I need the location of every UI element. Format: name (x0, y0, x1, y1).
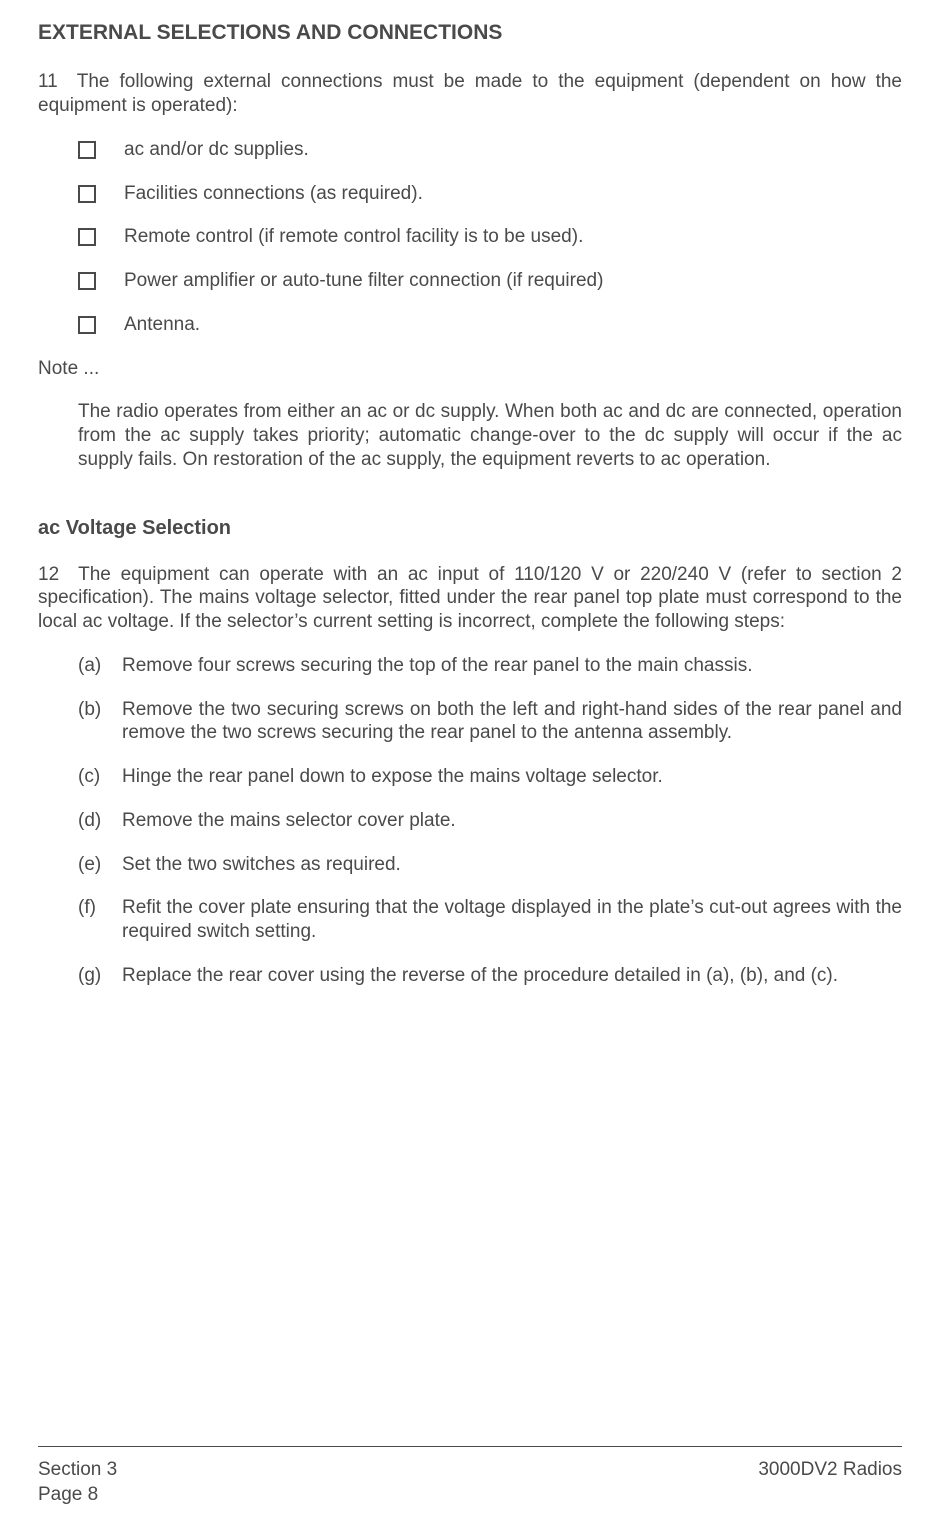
step-text: Set the two switches as required. (122, 853, 902, 877)
bullet-item: Facilities connections (as required). (38, 182, 902, 206)
checkbox-icon (78, 316, 96, 334)
footer-row: Section 3 Page 8 3000DV2 Radios (38, 1457, 902, 1508)
step-text: Remove four screws securing the top of t… (122, 654, 902, 678)
bullet-text: Remote control (if remote control facili… (124, 225, 583, 249)
footer-right: 3000DV2 Radios (758, 1457, 902, 1508)
bullet-text: Antenna. (124, 313, 200, 337)
page-footer: Section 3 Page 8 3000DV2 Radios (38, 1446, 902, 1508)
bullet-item: Antenna. (38, 313, 902, 337)
footer-left: Section 3 Page 8 (38, 1457, 117, 1508)
bullet-item: Remote control (if remote control facili… (38, 225, 902, 249)
bullet-item: Power amplifier or auto-tune filter conn… (38, 269, 902, 293)
footer-section: Section 3 (38, 1457, 117, 1483)
step-item: (b) Remove the two securing screws on bo… (38, 698, 902, 746)
bullet-text: ac and/or dc supplies. (124, 138, 309, 162)
step-text: Remove the two securing screws on both t… (122, 698, 902, 746)
ordered-steps: (a) Remove four screws securing the top … (38, 654, 902, 988)
section-heading: EXTERNAL SELECTIONS AND CONNECTIONS (38, 20, 902, 46)
step-marker: (d) (78, 809, 122, 833)
step-item: (a) Remove four screws securing the top … (38, 654, 902, 678)
step-item: (d) Remove the mains selector cover plat… (38, 809, 902, 833)
step-item: (g) Replace the rear cover using the rev… (38, 964, 902, 988)
footer-page: Page 8 (38, 1482, 117, 1508)
footer-rule (38, 1446, 902, 1447)
checkbox-icon (78, 272, 96, 290)
checkbox-icon (78, 228, 96, 246)
note-body: The radio operates from either an ac or … (38, 400, 902, 471)
checkbox-icon (78, 185, 96, 203)
bullet-item: ac and/or dc supplies. (38, 138, 902, 162)
document-page: EXTERNAL SELECTIONS AND CONNECTIONS 11 T… (0, 0, 940, 1536)
intro-paragraph: 11 The following external connections mu… (38, 70, 902, 118)
subsection-heading: ac Voltage Selection (38, 516, 902, 541)
step-marker: (f) (78, 896, 122, 920)
subsection-paragraph: 12 The equipment can operate with an ac … (38, 563, 902, 634)
step-item: (c) Hinge the rear panel down to expose … (38, 765, 902, 789)
bullet-text: Power amplifier or auto-tune filter conn… (124, 269, 603, 293)
footer-title: 3000DV2 Radios (758, 1457, 902, 1483)
step-text: Remove the mains selector cover plate. (122, 809, 902, 833)
step-item: (f) Refit the cover plate ensuring that … (38, 896, 902, 944)
step-marker: (g) (78, 964, 122, 988)
step-text: Replace the rear cover using the reverse… (122, 964, 902, 988)
bullet-list: ac and/or dc supplies. Facilities connec… (38, 138, 902, 337)
step-item: (e) Set the two switches as required. (38, 853, 902, 877)
step-marker: (e) (78, 853, 122, 877)
step-marker: (b) (78, 698, 122, 722)
note-label: Note ... (38, 357, 902, 381)
checkbox-icon (78, 141, 96, 159)
bullet-text: Facilities connections (as required). (124, 182, 423, 206)
step-text: Refit the cover plate ensuring that the … (122, 896, 902, 944)
step-text: Hinge the rear panel down to expose the … (122, 765, 902, 789)
step-marker: (a) (78, 654, 122, 678)
step-marker: (c) (78, 765, 122, 789)
